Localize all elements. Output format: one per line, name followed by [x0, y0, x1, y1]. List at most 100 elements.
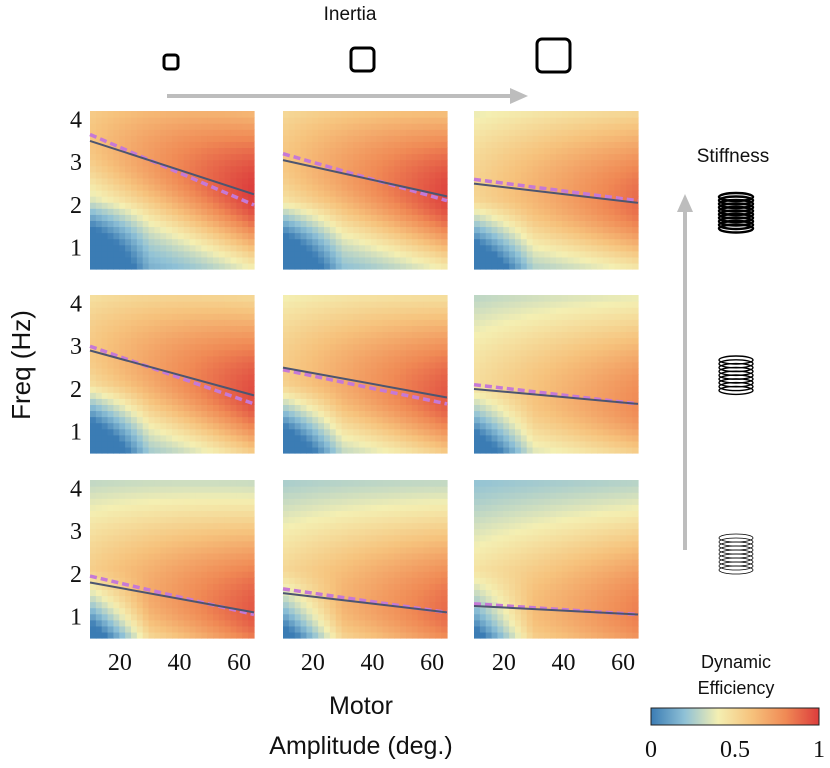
- heatmap-cell: [608, 208, 616, 215]
- heatmap-cell: [242, 141, 249, 149]
- heatmap-cell: [538, 301, 545, 308]
- heatmap-cell: [283, 434, 290, 442]
- heatmap-cell: [417, 262, 425, 270]
- heatmap-cell: [125, 361, 132, 369]
- heatmap-cell: [544, 256, 551, 264]
- heatmap-cell: [394, 202, 401, 209]
- heatmap-cell: [329, 313, 337, 320]
- heatmap-cell: [614, 295, 622, 302]
- heatmap-cell: [423, 343, 431, 351]
- heatmap-cell: [423, 183, 431, 191]
- heatmap-cell: [107, 123, 115, 130]
- heatmap-cell: [388, 159, 395, 167]
- heatmap-cell: [306, 232, 313, 240]
- heatmap-cell: [544, 349, 551, 357]
- heatmap-cell: [160, 619, 167, 627]
- heatmap-cell: [142, 123, 150, 130]
- heatmap-cell: [113, 571, 120, 578]
- heatmap-cell: [166, 589, 173, 597]
- heatmap-cell: [585, 337, 592, 345]
- heatmap-cell: [201, 416, 208, 424]
- heatmap-cell: [148, 625, 156, 633]
- heatmap-cell: [515, 202, 522, 209]
- heatmap-cell: [435, 410, 442, 418]
- heatmap-cell: [248, 410, 255, 418]
- heatmap-cell: [515, 295, 522, 302]
- heatmap-cell: [183, 214, 191, 221]
- heatmap-cell: [550, 220, 557, 228]
- heatmap-cell: [113, 226, 120, 234]
- heatmap-cell: [183, 238, 191, 246]
- heatmap-cell: [207, 583, 214, 590]
- heatmap-cell: [107, 153, 115, 161]
- heatmap-cell: [207, 552, 214, 560]
- heatmap-cell: [474, 220, 481, 228]
- heatmap-cell: [213, 349, 220, 357]
- heatmap-cell: [142, 552, 150, 560]
- heatmap-cell: [353, 331, 360, 339]
- heatmap-cell: [154, 256, 161, 264]
- heatmap-cell: [485, 250, 493, 258]
- heatmap-cell: [614, 256, 622, 264]
- heatmap-cell: [556, 380, 563, 387]
- heatmap-cell: [213, 111, 220, 118]
- heatmap-cell: [359, 355, 366, 363]
- heatmap-cell: [218, 171, 226, 179]
- heatmap-cell: [101, 528, 109, 536]
- heatmap-cell: [195, 325, 202, 333]
- heatmap-cell: [423, 141, 431, 149]
- heatmap-cell: [213, 135, 220, 142]
- heatmap-cell: [312, 123, 319, 130]
- heatmap-cell: [406, 226, 413, 234]
- heatmap-cell: [579, 367, 586, 375]
- heatmap-cell: [591, 244, 598, 252]
- heatmap-cell: [95, 177, 103, 185]
- heatmap-cell: [213, 171, 220, 179]
- heatmap-cell: [213, 540, 220, 548]
- heatmap-cell: [95, 208, 103, 215]
- heatmap-cell: [113, 355, 120, 363]
- heatmap-cell: [585, 165, 592, 173]
- heatmap-cell: [626, 147, 633, 155]
- heatmap-cell: [154, 343, 161, 351]
- heatmap-cell: [101, 111, 109, 118]
- heatmap-cell: [561, 111, 569, 118]
- heatmap-cell: [300, 244, 308, 252]
- heatmap-cell: [579, 147, 586, 155]
- heatmap-cell: [288, 331, 296, 339]
- heatmap-cell: [620, 238, 627, 246]
- heatmap-cell: [497, 141, 504, 149]
- heatmap-cell: [579, 446, 586, 454]
- heatmap-cell: [230, 319, 238, 326]
- heatmap-cell: [242, 295, 249, 302]
- heatmap-cell: [400, 307, 407, 314]
- heatmap-cell: [213, 325, 220, 333]
- heatmap-cell: [183, 337, 191, 345]
- heatmap-cell: [585, 214, 592, 221]
- heatmap-cell: [101, 374, 109, 381]
- heatmap-cell: [474, 232, 481, 240]
- heatmap-cell: [288, 374, 296, 381]
- heatmap-cell: [218, 135, 226, 142]
- heatmap-cell: [573, 171, 581, 179]
- heatmap-cell: [166, 153, 173, 161]
- heatmap-cell: [435, 307, 442, 314]
- spring-coil: [718, 561, 754, 571]
- heatmap-cell: [90, 307, 97, 314]
- heatmap-cell: [177, 565, 185, 572]
- heatmap-cell: [90, 325, 97, 333]
- heatmap-cell: [532, 159, 540, 167]
- heatmap-cell: [294, 313, 302, 320]
- heatmap-cell: [620, 325, 627, 333]
- heatmap-cell: [503, 422, 510, 430]
- heatmap-cell: [236, 361, 243, 369]
- heatmap-cell: [435, 196, 442, 203]
- heatmap-cell: [119, 190, 126, 197]
- heatmap-cell: [136, 331, 144, 339]
- heatmap-cell: [597, 392, 604, 399]
- heatmap-cell: [376, 440, 384, 448]
- heatmap-cell: [411, 440, 419, 448]
- heatmap-cell: [213, 434, 220, 442]
- heatmap-cell: [538, 244, 545, 252]
- heatmap-cell: [201, 534, 208, 542]
